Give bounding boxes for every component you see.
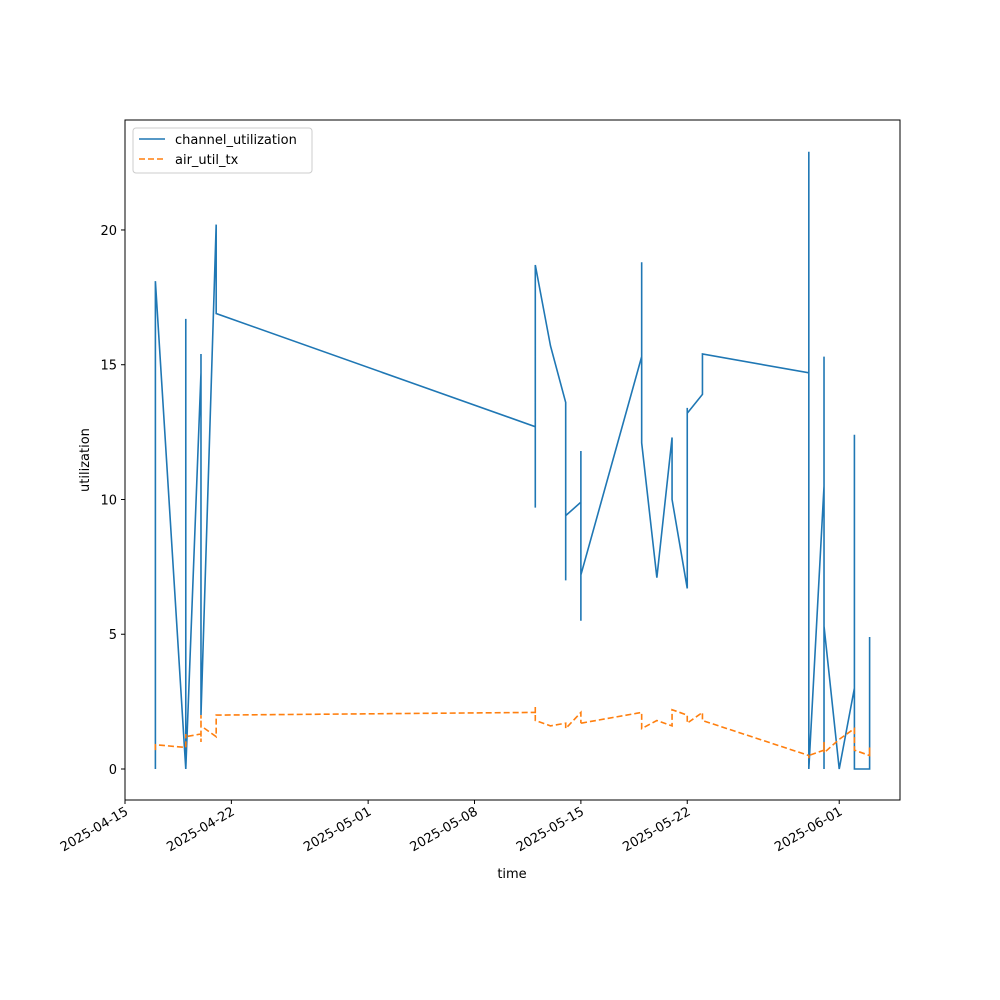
- plot-frame: [124, 119, 901, 801]
- y-tick-label: 20: [100, 224, 117, 239]
- x-tick-label: 2025-05-22: [620, 804, 693, 855]
- legend-box: [132, 127, 313, 174]
- legend-label: channel_utilization: [175, 133, 297, 148]
- y-tick-label: 0: [109, 763, 117, 778]
- y-tick-label: 10: [100, 493, 117, 508]
- series-line: [154, 151, 871, 770]
- x-tick-label: 2025-04-15: [58, 804, 131, 855]
- x-tick-label: 2025-06-01: [772, 804, 845, 855]
- x-tick-label: 2025-04-22: [164, 804, 237, 855]
- series-line: [154, 707, 871, 759]
- y-axis-label: utilization: [78, 428, 93, 492]
- y-tick-label: 5: [109, 628, 117, 643]
- x-tick-label: 2025-05-08: [408, 804, 481, 855]
- y-tick-label: 15: [100, 359, 117, 374]
- x-tick-label: 2025-05-01: [301, 804, 374, 855]
- x-tick-label: 2025-05-15: [514, 804, 587, 855]
- x-axis-label: time: [497, 867, 526, 882]
- legend-label: air_util_tx: [175, 153, 239, 168]
